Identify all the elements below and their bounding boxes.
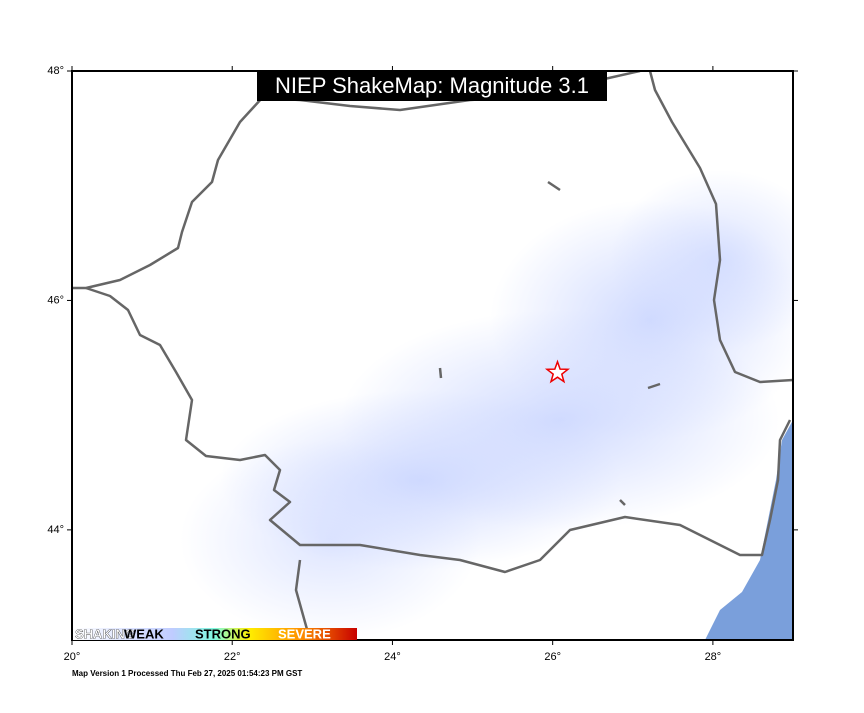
lon-tick-label: 24° — [384, 651, 401, 663]
legend-label: STRONG — [195, 626, 251, 641]
lon-tick-label: 22° — [224, 651, 241, 663]
map-area — [72, 71, 793, 640]
legend-label: SHAKING — [75, 626, 135, 641]
lon-tick-label: 28° — [705, 651, 722, 663]
intensity-field — [180, 170, 793, 640]
sea — [705, 420, 793, 640]
country-border — [648, 71, 793, 384]
lake — [438, 180, 661, 506]
map-title: NIEP ShakeMap: Magnitude 3.1 — [275, 73, 589, 98]
epicenter — [544, 359, 570, 384]
legend-bar — [73, 628, 357, 640]
lat-tick-label: 48° — [47, 65, 64, 77]
country-border — [294, 559, 312, 640]
footer: Map Version 1 Processed Thu Feb 27, 2025… — [72, 669, 302, 678]
lon-tick-label: 20° — [64, 651, 81, 663]
legend-label: WEAK — [124, 626, 164, 641]
lat-tick-label: 44° — [47, 524, 64, 536]
legend-label: SEVERE — [278, 626, 331, 641]
title-box — [257, 71, 607, 101]
lon-tick-label: 26° — [544, 651, 561, 663]
country-border — [85, 286, 792, 574]
lat-tick-label: 46° — [47, 294, 64, 306]
